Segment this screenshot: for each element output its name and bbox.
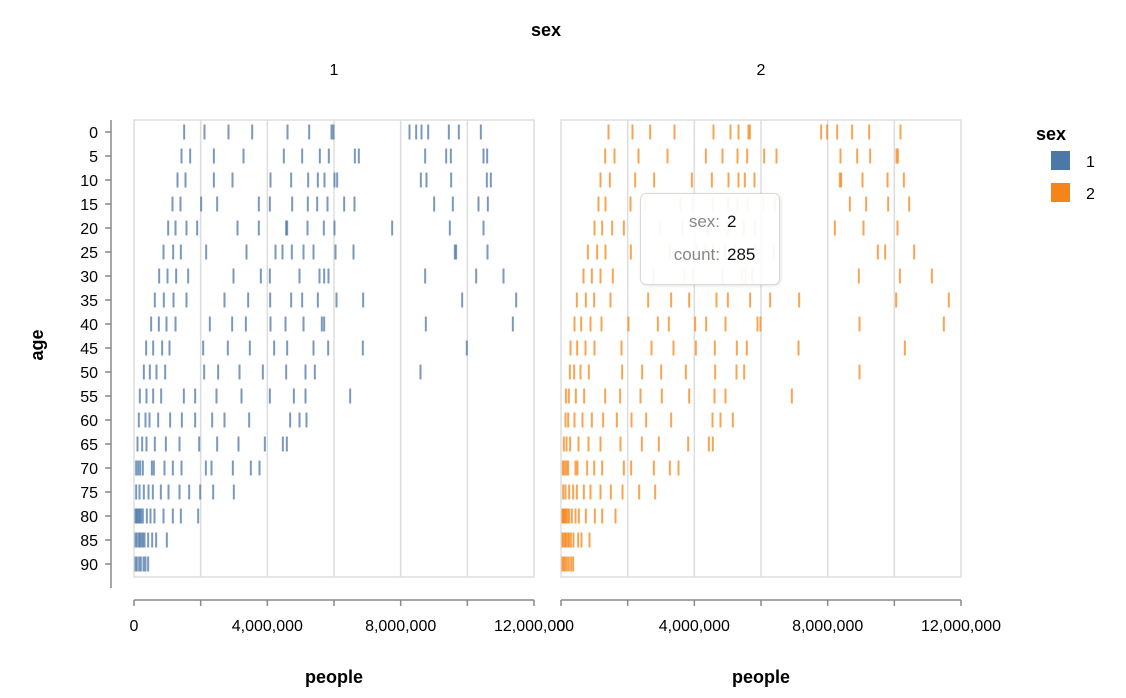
y-tick-label: 40 xyxy=(80,317,98,334)
tooltip-sex-value: 2 xyxy=(727,212,737,231)
legend-label-1: 1 xyxy=(1086,154,1095,171)
facet-label-1: 1 xyxy=(330,62,339,79)
x-tick-label: 4,000,000 xyxy=(232,618,303,635)
y-tick-label: 80 xyxy=(80,509,98,526)
y-tick-label: 50 xyxy=(80,365,98,382)
y-tick-label: 15 xyxy=(80,197,98,214)
y-tick-label: 10 xyxy=(80,173,98,190)
y-tick-label: 25 xyxy=(80,245,98,262)
plot-frame xyxy=(133,119,535,578)
y-tick-label: 55 xyxy=(80,389,98,406)
legend-swatch-2 xyxy=(1051,183,1070,202)
y-tick-label: 20 xyxy=(80,221,98,238)
x-tick-label: 8,000,000 xyxy=(365,618,436,635)
legend-swatch-1 xyxy=(1051,151,1070,170)
y-tick-label: 65 xyxy=(80,437,98,454)
x-tick-label: 0 xyxy=(130,618,139,635)
x-axis-facet-2: 0 4,000,000 8,000,000 12,000,000 xyxy=(557,599,1001,635)
y-tick-label: 75 xyxy=(80,485,98,502)
x-axis-facet-1: 0 4,000,000 8,000,000 12,000,000 xyxy=(130,599,574,635)
y-axis: 0 5 10 15 20 25 30 35 40 45 50 55 60 65 70 75 80 85 90 xyxy=(80,120,112,588)
tooltip: sex: 2 count: 285 xyxy=(640,193,780,285)
y-tick-label: 30 xyxy=(80,269,98,286)
facet-label-2: 2 xyxy=(757,62,766,79)
legend-label-2: 2 xyxy=(1086,186,1095,203)
y-tick-label: 0 xyxy=(89,125,98,142)
x-tick-label: 12,000,000 xyxy=(494,618,574,635)
facet-header-title: sex xyxy=(531,20,561,40)
x-axis-title-facet-2: people xyxy=(732,667,790,687)
legend-title: sex xyxy=(1036,124,1066,144)
y-tick-label: 45 xyxy=(80,341,98,358)
plot-frame xyxy=(560,119,962,578)
x-tick-label: 8,000,000 xyxy=(792,618,863,635)
tooltip-count-value: 285 xyxy=(727,245,756,264)
x-tick-label: 12,000,000 xyxy=(921,618,1001,635)
x-axis-title-facet-1: people xyxy=(305,667,363,687)
x-tick-label: 0 xyxy=(557,618,566,635)
y-tick-label: 5 xyxy=(89,149,98,166)
y-axis-title: age xyxy=(27,329,47,360)
x-tick-label: 4,000,000 xyxy=(659,618,730,635)
y-tick-label: 70 xyxy=(80,461,98,478)
legend: sex 1 2 xyxy=(1036,124,1095,203)
tooltip-count-key: count: xyxy=(673,245,720,264)
y-tick-label: 85 xyxy=(80,533,98,550)
y-tick-label: 60 xyxy=(80,413,98,430)
tooltip-sex-key: sex: xyxy=(688,212,720,231)
facet-panel-2 xyxy=(560,119,962,578)
y-tick-label: 35 xyxy=(80,293,98,310)
y-tick-label: 90 xyxy=(80,557,98,574)
facet-panel-1 xyxy=(133,119,535,578)
